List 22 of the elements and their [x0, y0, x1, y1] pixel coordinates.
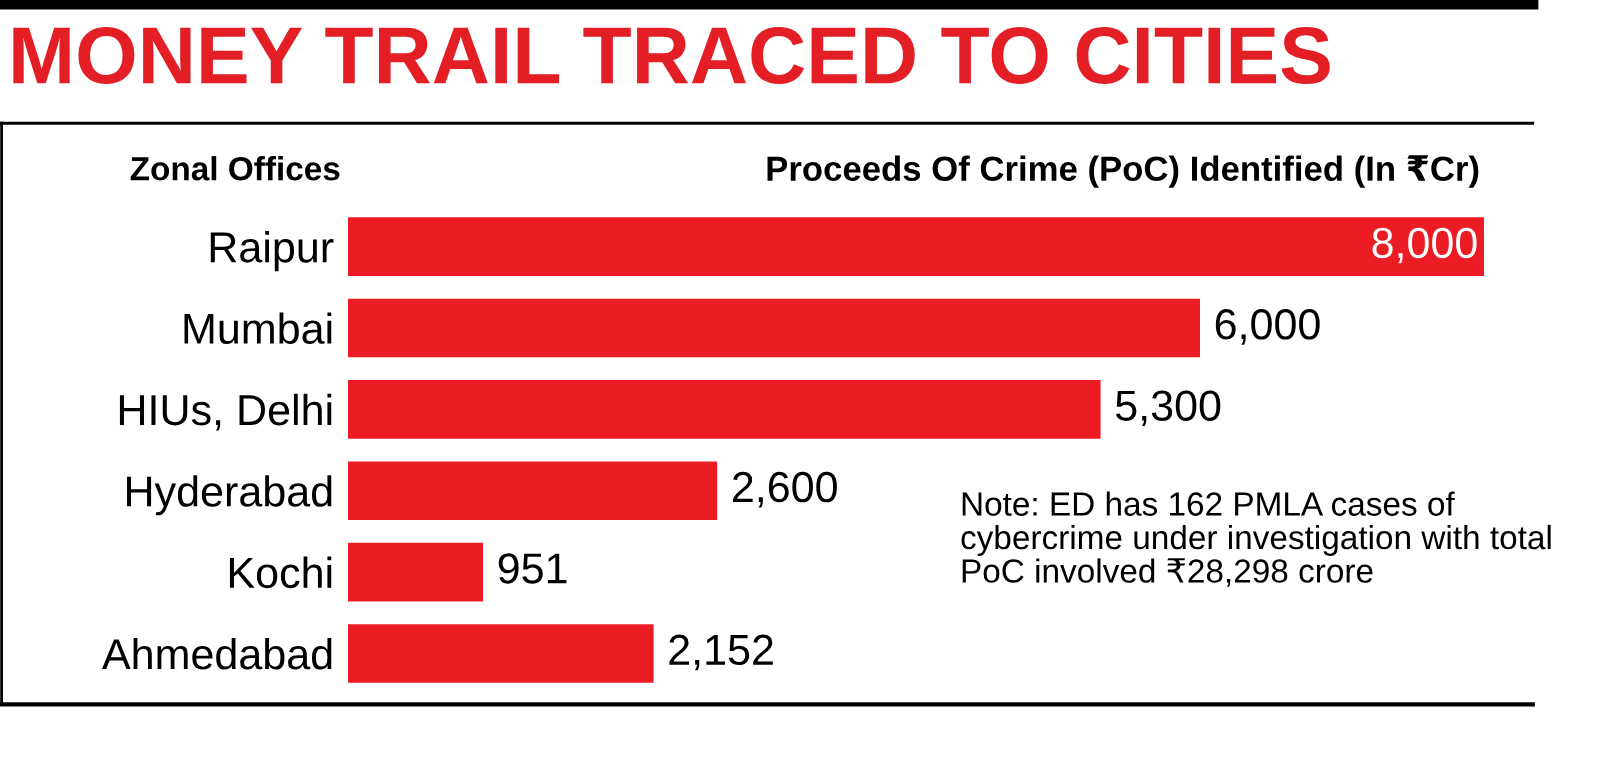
y-tick-label: Ahmedabad [102, 637, 332, 670]
y-tick-label: Raipur [210, 231, 334, 272]
data-label: 6,000 [1215, 309, 1320, 345]
y-tick-label: HIUs, Delhi [119, 393, 332, 431]
y-tick-label: Mumbai [184, 312, 332, 345]
y-tick-label: Kochi [229, 556, 332, 589]
data-label: 5,300 [1115, 390, 1221, 427]
bar [348, 461, 718, 521]
data-label: 2,152 [669, 634, 773, 671]
data-label: 951 [498, 553, 567, 584]
bar [348, 542, 484, 602]
bar [348, 624, 654, 683]
bar [348, 298, 1200, 358]
y-axis-title: Zonal Offices [130, 156, 340, 181]
data-label: 8,000 [1372, 227, 1477, 264]
chart-title: MONEY TRAIL TRACED TO CITIES [13, 26, 1330, 85]
y-tick-label: Hyderabad [127, 475, 332, 516]
annotation: Note: ED has 162 PMLA cases of cybercrime under investigation with total PoC involved ₹28,298 crore [961, 491, 1551, 587]
data-label: 2,600 [733, 471, 837, 508]
bar [348, 380, 1101, 439]
x-axis-title: Proceeds Of Crime (PoC) Identified (In ₹Cr) [767, 155, 1479, 188]
bar [348, 217, 1484, 276]
